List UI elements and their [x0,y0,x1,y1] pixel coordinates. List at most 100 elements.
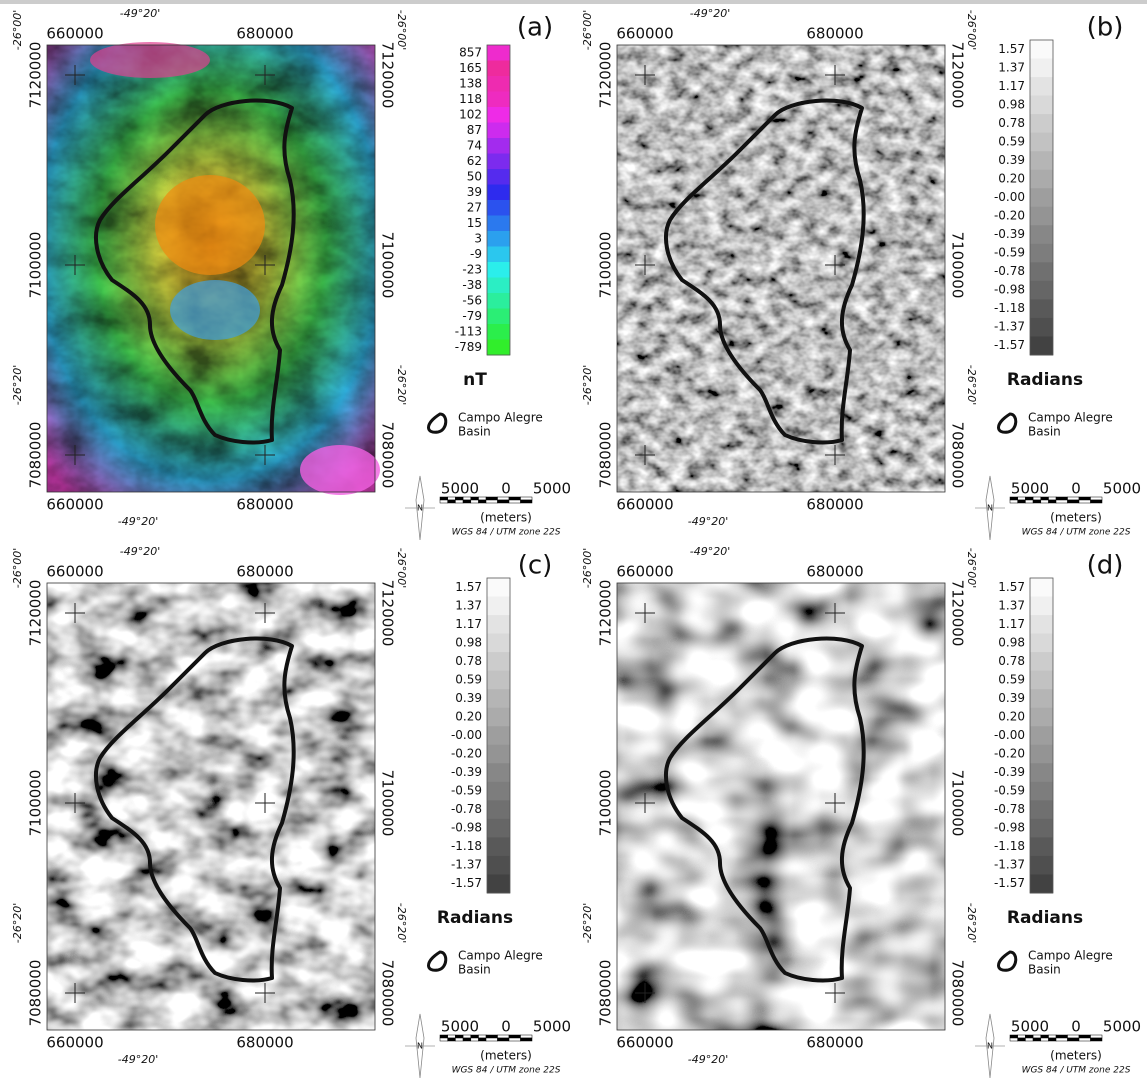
scale-seg [1010,500,1018,503]
scale-seg [486,1038,498,1041]
colorbar-swatch [1030,615,1053,634]
legend-text: Campo Alegre [1028,411,1113,425]
colorbar-label: 0.20 [998,171,1025,185]
colorbar-swatch [487,138,510,154]
colorbar-swatch [1030,96,1053,115]
colorbar-label: 0.98 [998,635,1025,649]
scale-seg [498,500,510,503]
lat-label-left: -26°20' [11,903,24,944]
scale-label: 5000 [441,480,479,498]
scale-seg [448,1035,456,1038]
colorbar-swatch [1030,837,1053,856]
colorbar-swatch [1030,299,1053,318]
panel-label: (a) [517,13,553,43]
colorbar-label: 0.78 [998,116,1025,130]
legend-text: Campo Alegre [1028,949,1113,963]
colorbar-label: 138 [459,76,482,90]
colorbar-label: -1.18 [451,839,482,853]
panel-label: (c) [518,551,553,581]
lat-label-right: -26°20' [395,903,408,944]
x-label-bottom: 660000 [46,496,103,514]
colorbar-unit: nT [463,370,487,390]
colorbar-label: -1.18 [994,301,1025,315]
y-label-left: 7100000 [27,770,45,837]
scale-seg [509,497,521,500]
panel-label: (d) [1087,551,1124,581]
legend-text: Basin [1028,425,1061,439]
x-label-bottom: 680000 [236,496,293,514]
colorbar-label: 27 [467,200,482,214]
scale-seg [479,1035,487,1038]
x-label-bottom: 660000 [616,1034,673,1052]
colorbar-label: -0.20 [451,747,482,761]
scale-label: 0 [501,1018,511,1036]
x-label-top: 660000 [46,563,103,581]
colorbar-label: -0.78 [994,802,1025,816]
colorbar-label: -79 [462,309,482,323]
colorbar-label: 62 [467,154,482,168]
colorbar-swatch [1030,689,1053,708]
legend-text: Basin [458,963,491,977]
x-label-top: 680000 [236,25,293,43]
legend-icon [429,414,446,432]
colorbar-label: -0.78 [994,264,1025,278]
scale-seg [1091,1035,1103,1038]
x-label-bottom: 680000 [806,496,863,514]
scale-seg [1018,497,1026,500]
colorbar-swatch [487,123,510,139]
legend-icon [429,952,446,970]
colorbar-swatch [1030,225,1053,244]
colorbar-swatch [487,708,510,727]
colorbar-swatch [1030,40,1053,59]
y-label-left: 7120000 [27,580,45,647]
lat-label-left: -26°00' [581,10,594,51]
y-label-right: 7120000 [379,580,397,647]
colorbar-label: 165 [459,61,482,75]
y-label-right: 7120000 [379,42,397,109]
colorbar-label: 0.59 [998,134,1025,148]
scale-seg [471,497,479,500]
colorbar-swatch [1030,726,1053,745]
y-label-right: 7100000 [949,232,967,299]
scale-seg [1056,497,1068,500]
x-label-bottom: 680000 [806,1034,863,1052]
legend-text: Campo Alegre [458,411,543,425]
colorbar-swatch [487,874,510,893]
colorbar-swatch [1030,114,1053,133]
colorbar-swatch [1030,856,1053,875]
x-label-top: 680000 [806,563,863,581]
scale-label: 5000 [533,1018,571,1036]
lon-label-bottom: -49°20' [688,1053,729,1066]
colorbar-label: 0.59 [455,672,482,686]
lat-label-right: -26°20' [395,365,408,406]
scale-seg [463,1035,471,1038]
projection: WGS 84 / UTM zone 22S [1022,1066,1131,1076]
colorbar-label: 0.98 [455,635,482,649]
scale-seg [1049,1035,1057,1038]
colorbar-swatch [1030,671,1053,690]
colorbar-swatch [1030,708,1053,727]
colorbar-swatch [1030,652,1053,671]
x-label-top: 660000 [46,25,103,43]
colorbar-label: -0.39 [994,227,1025,241]
colorbar-label: -1.37 [994,320,1025,334]
colorbar-label: 0.39 [998,691,1025,705]
colorbar-swatch [1030,262,1053,281]
y-label-left: 7100000 [27,232,45,299]
scale-seg [1068,1038,1080,1041]
scale-seg [471,500,479,503]
scale-seg [1018,500,1026,503]
scale-seg [1033,1038,1041,1041]
colorbar-swatch [487,92,510,108]
lat-label-left: -26°20' [11,365,24,406]
colorbar-label: 1.37 [998,598,1025,612]
panel-label: (b) [1087,13,1124,43]
scale-seg [463,500,471,503]
colorbar-swatch [487,597,510,616]
colorbar-label: 1.57 [455,580,482,594]
x-label-bottom: 680000 [236,1034,293,1052]
north-label: N [987,1042,993,1051]
x-label-top: 680000 [806,25,863,43]
colorbar-label: -0.20 [994,747,1025,761]
colorbar-swatch [487,324,510,340]
